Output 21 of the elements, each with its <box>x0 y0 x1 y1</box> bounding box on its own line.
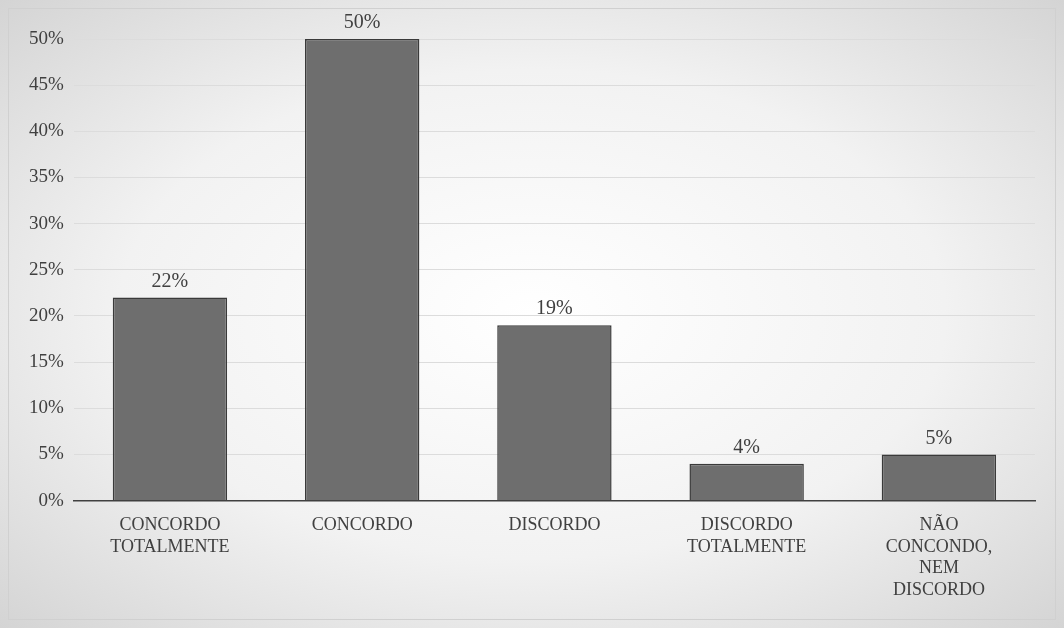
data-label: 22% <box>151 268 189 291</box>
data-label: 5% <box>925 425 953 448</box>
y-tick-label: 45% <box>29 73 64 95</box>
y-tick-label: 5% <box>38 442 64 464</box>
y-tick-label: 15% <box>29 350 64 372</box>
y-tick-label: 35% <box>29 165 64 187</box>
y-tick-label: 20% <box>29 303 64 325</box>
y-tick-label: 30% <box>29 211 64 233</box>
y-tick-label: 10% <box>29 396 64 418</box>
y-tick-label: 0% <box>38 488 64 510</box>
x-tick-label: CONCORDO <box>311 514 413 535</box>
data-label: 19% <box>536 296 573 319</box>
x-tick-label: DISCORDO TOTALMENTE <box>687 514 807 556</box>
x-tick-label: NÃO CONCONDO, NEM DISCORDO <box>885 513 993 599</box>
y-tick-label: 25% <box>29 257 64 279</box>
y-tick-label: 50% <box>29 26 64 48</box>
x-tick-label: CONCORDO TOTALMENTE <box>110 514 230 556</box>
y-tick-label: 40% <box>29 119 64 141</box>
x-tick-label: DISCORDO <box>508 514 601 535</box>
data-label: 50% <box>343 10 381 33</box>
data-label: 4% <box>733 434 760 457</box>
